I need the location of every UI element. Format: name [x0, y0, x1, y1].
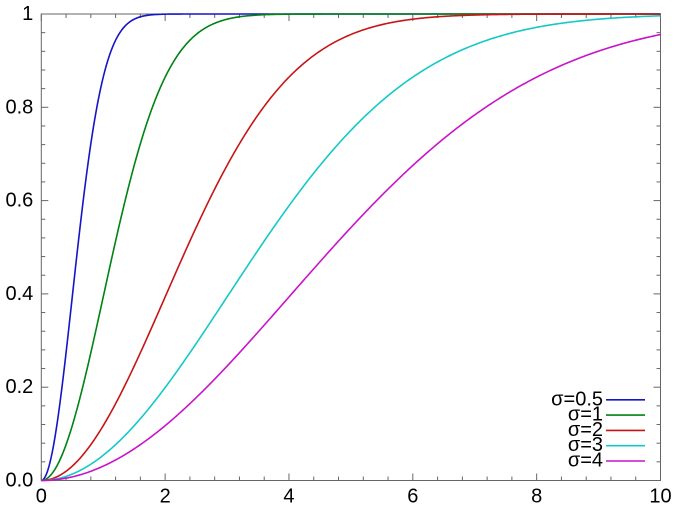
svg-text:0.2: 0.2: [5, 376, 33, 398]
svg-text:2: 2: [160, 486, 171, 508]
svg-text:4: 4: [283, 486, 294, 508]
svg-text:0: 0: [36, 486, 47, 508]
svg-text:6: 6: [407, 486, 418, 508]
svg-text:10: 10: [649, 486, 671, 508]
svg-text:0.8: 0.8: [5, 96, 33, 118]
svg-text:0.4: 0.4: [5, 283, 33, 305]
svg-text:0.6: 0.6: [5, 190, 33, 212]
svg-text:σ=4: σ=4: [568, 450, 603, 472]
svg-text:1: 1: [22, 3, 33, 25]
svg-text:8: 8: [531, 486, 542, 508]
svg-text:0.0: 0.0: [5, 470, 33, 492]
